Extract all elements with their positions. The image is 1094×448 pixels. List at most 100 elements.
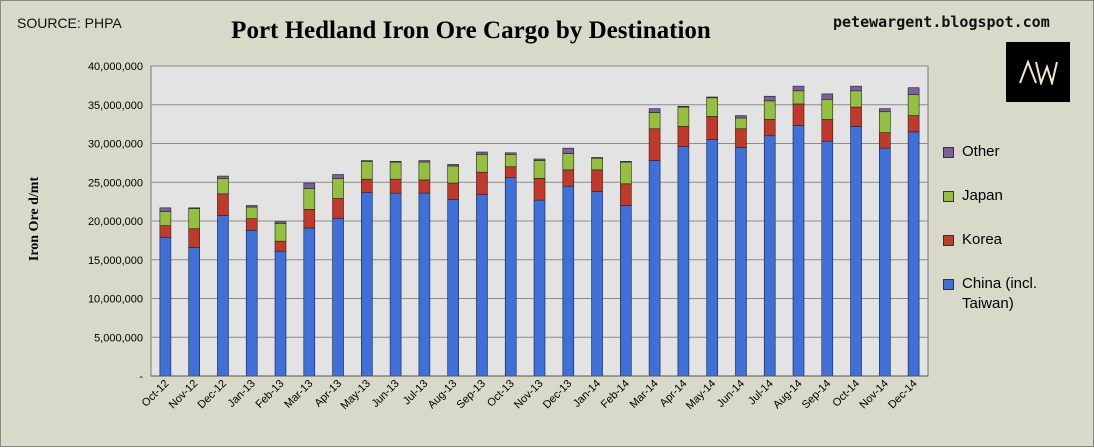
bar-segment bbox=[591, 169, 603, 192]
bar-segment bbox=[303, 209, 316, 229]
bar-segment bbox=[792, 103, 805, 126]
bar-segment bbox=[648, 108, 661, 113]
bar-segment bbox=[591, 191, 603, 377]
x-tick-label: Feb-14 bbox=[599, 378, 632, 411]
bar-segment bbox=[620, 205, 632, 377]
bar-segment bbox=[821, 119, 834, 142]
legend-swatch bbox=[943, 191, 954, 202]
bar-segment bbox=[735, 117, 747, 130]
bar-segment bbox=[562, 153, 575, 171]
bar-segment bbox=[648, 160, 661, 377]
bar-segment bbox=[562, 169, 575, 187]
bar-segment bbox=[879, 132, 891, 149]
y-tick-label: 35,000,000 bbox=[88, 100, 143, 112]
bar-segment bbox=[303, 227, 316, 377]
bar-segment bbox=[677, 106, 690, 127]
x-tick-label: Mar-14 bbox=[628, 378, 661, 411]
bar-segment bbox=[217, 193, 229, 216]
legend-swatch bbox=[943, 235, 954, 246]
bar-segment bbox=[821, 140, 834, 377]
x-tick-label: Jun-13 bbox=[369, 378, 401, 410]
x-tick-label: Mar-13 bbox=[282, 378, 315, 411]
bar-segment bbox=[447, 182, 459, 200]
bar-segment bbox=[447, 165, 459, 184]
bar-segment bbox=[361, 178, 373, 193]
y-tick-label: 10,000,000 bbox=[88, 294, 143, 306]
bar-segment bbox=[332, 218, 344, 377]
bar-segment bbox=[418, 179, 431, 194]
bar-segment bbox=[821, 93, 834, 100]
bar-segment bbox=[591, 157, 603, 159]
bar-segment bbox=[188, 247, 200, 377]
y-tick-label: 25,000,000 bbox=[88, 177, 143, 189]
bar-segment bbox=[447, 199, 459, 377]
bar-segment bbox=[361, 161, 373, 180]
bar-segment bbox=[850, 90, 862, 108]
bar-segment bbox=[418, 160, 431, 163]
y-tick-label: 30,000,000 bbox=[88, 139, 143, 151]
x-tick-label: Oct-14 bbox=[830, 378, 862, 410]
bar-segment bbox=[418, 161, 431, 181]
bar-segment bbox=[648, 112, 661, 130]
bar-segment bbox=[389, 161, 402, 180]
legend-item: Other bbox=[943, 142, 1000, 162]
legend-label: Korea bbox=[962, 231, 1003, 248]
bar-segment bbox=[245, 206, 258, 219]
legend-item: Korea bbox=[943, 230, 1002, 250]
bar-segment bbox=[907, 94, 920, 116]
bar-segment bbox=[303, 182, 316, 189]
bar-segment bbox=[303, 188, 316, 210]
bar-segment bbox=[188, 207, 200, 209]
y-tick-label: 15,000,000 bbox=[88, 255, 143, 267]
bar-segment bbox=[850, 85, 862, 92]
bar-segment bbox=[792, 125, 805, 377]
bar-segment bbox=[217, 175, 229, 179]
bar-segment bbox=[159, 236, 172, 377]
bar-segment bbox=[879, 108, 891, 113]
bar-segment bbox=[274, 250, 287, 377]
x-tick-label: May-13 bbox=[339, 378, 373, 412]
bar-segment bbox=[763, 95, 776, 102]
bar-segment bbox=[763, 135, 776, 377]
bar-segment bbox=[504, 154, 517, 168]
legend-label: Other bbox=[962, 143, 1000, 160]
bar-segment bbox=[504, 166, 517, 178]
bar-segment bbox=[245, 205, 258, 208]
x-tick-label: Feb-13 bbox=[253, 378, 286, 411]
bar-segment bbox=[389, 192, 402, 377]
bar-segment bbox=[620, 161, 632, 185]
bar-segment bbox=[188, 208, 200, 230]
bar-segment bbox=[792, 90, 805, 105]
bar-segment bbox=[274, 240, 287, 252]
bar-segment bbox=[274, 221, 287, 224]
x-tick-label: Sep-14 bbox=[800, 378, 834, 412]
bar-segment bbox=[361, 160, 373, 162]
bar-segment bbox=[476, 194, 488, 377]
bar-segment bbox=[907, 115, 920, 133]
legend-item: China (incl. Taiwan) bbox=[943, 274, 1083, 314]
x-tick-label: Nov-12 bbox=[167, 378, 201, 412]
x-tick-label: Nov-13 bbox=[512, 378, 546, 412]
bar-segment bbox=[879, 147, 891, 377]
bar-segment bbox=[677, 146, 690, 377]
legend-label: China (incl. Taiwan) bbox=[962, 275, 1038, 312]
bar-segment bbox=[706, 139, 718, 377]
bar-segment bbox=[476, 151, 488, 155]
bar-segment bbox=[620, 161, 632, 163]
bar-segment bbox=[792, 85, 805, 92]
bar-segment bbox=[648, 128, 661, 161]
bar-segment bbox=[706, 97, 718, 117]
bar-segment bbox=[533, 178, 546, 201]
bar-segment bbox=[735, 147, 747, 377]
bar-segment bbox=[389, 161, 402, 163]
bar-segment bbox=[677, 106, 690, 108]
bar-segment bbox=[677, 126, 690, 147]
bar-segment bbox=[389, 178, 402, 194]
y-tick-label: 40,000,000 bbox=[88, 61, 143, 73]
x-tick-label: Oct-13 bbox=[485, 378, 517, 410]
chart-title: Port Hedland Iron Ore Cargo by Destinati… bbox=[231, 17, 711, 44]
legend-swatch bbox=[943, 147, 954, 158]
bar-segment bbox=[159, 225, 172, 238]
x-tick-label: Nov-14 bbox=[857, 378, 891, 412]
